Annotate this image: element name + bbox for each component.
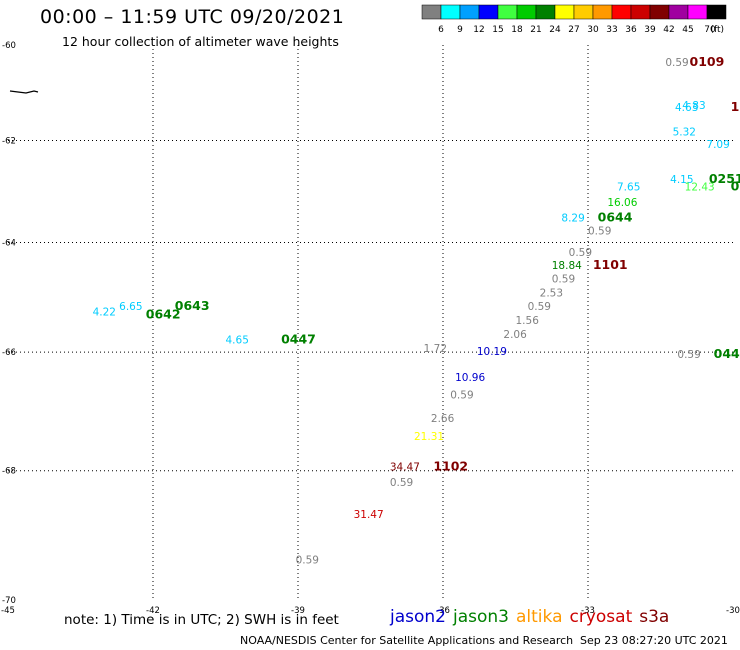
colorbar-tick-label: 39 — [644, 25, 656, 35]
wave-height-label: 4.83 — [682, 100, 705, 112]
legend-entry-s3a: s3a — [639, 607, 670, 627]
lon-tick-label: -30 — [726, 606, 740, 616]
colorbar-swatch — [706, 4, 727, 20]
pass-time-label: 0643 — [175, 298, 210, 313]
wave-height-label: 4.63 — [675, 102, 698, 114]
wave-height-label: 0.59 — [569, 247, 592, 259]
colorbar-tick-label: 9 — [457, 25, 463, 35]
wave-height-label: 0.59 — [390, 477, 413, 489]
colorbar-tick-label: 30 — [587, 25, 599, 35]
pass-time-label: 1102 — [433, 459, 468, 474]
pass-time-label: 0109 — [690, 54, 725, 69]
satellite-legend: jason2 jason3 altika cryosat s3a — [390, 607, 676, 627]
lat-tick-label: -62 — [2, 137, 16, 147]
colorbar-tick-label: 15 — [492, 25, 503, 35]
wave-height-label: 12.43 — [685, 182, 715, 194]
pass-time-label: 0642 — [146, 306, 181, 321]
wave-height-label: 16.06 — [607, 197, 637, 209]
wave-height-label: 0.59 — [296, 554, 319, 566]
wave-height-label: 21.31 — [414, 431, 444, 443]
wave-height-label: 5.32 — [673, 127, 696, 139]
wave-height-label: 10.96 — [455, 372, 485, 384]
pass-time-label: 0447 — [281, 332, 316, 347]
wave-height-label: 34.47 — [390, 462, 420, 474]
lon-tick-label: -45 — [1, 606, 15, 616]
wave-height-label: 31.47 — [354, 509, 384, 521]
wave-height-label: 1.72 — [424, 343, 447, 355]
wave-height-label: 7.09 — [706, 139, 729, 151]
wave-height-label: 0.59 — [450, 389, 473, 401]
wave-height-label: 2.06 — [503, 329, 527, 341]
lat-tick-label: -68 — [2, 467, 16, 477]
lat-tick-label: -60 — [2, 41, 16, 51]
pass-time-label: 0644 — [598, 210, 633, 225]
colorbar-tick-label: 18 — [511, 25, 523, 35]
pass-time-label: 11 — [731, 99, 740, 114]
map-title: 00:00 – 11:59 UTC 09/20/2021 — [40, 6, 345, 28]
colorbar-tick-label: 24 — [549, 25, 561, 35]
colorbar-tick-label: 12 — [473, 25, 484, 35]
wave-height-label: 2.53 — [540, 287, 563, 299]
wave-height-label: 4.22 — [93, 307, 116, 319]
pass-time-label: 0 — [731, 179, 740, 194]
legend-entry-altika: altika — [516, 607, 563, 627]
timestamp: Sep 23 08:27:20 UTC 2021 — [580, 634, 728, 647]
colorbar-tick-label: 6 — [438, 25, 444, 35]
colorbar-tick-label: 36 — [625, 25, 637, 35]
wave-height-label: 0.59 — [552, 274, 575, 286]
wave-height-label: 7.65 — [617, 182, 640, 194]
lat-tick-label: -66 — [2, 348, 16, 358]
lat-tick-label: -70 — [2, 596, 16, 606]
colorbar-tick-label: 27 — [568, 25, 579, 35]
colorbar-tick-label: 33 — [606, 25, 617, 35]
legend-entry-cryosat: cryosat — [569, 607, 633, 627]
wave-height-label: 10.19 — [477, 346, 507, 358]
credit-line: NOAA/NESDIS Center for Satellite Applica… — [240, 634, 574, 647]
wave-height-label: 0.59 — [677, 349, 700, 361]
legend-entry-jason3: jason3 — [453, 607, 509, 627]
wave-height-label: 0.59 — [528, 301, 551, 313]
island-coastline — [9, 90, 39, 94]
lon-tick-label: -39 — [291, 606, 305, 616]
footer-note: note: 1) Time is in UTC; 2) SWH is in fe… — [64, 612, 339, 628]
lat-tick-label: -64 — [2, 239, 16, 249]
colorbar-unit-label: (ft) — [710, 25, 724, 35]
wave-height-label: 4.15 — [670, 174, 693, 186]
map-subtitle: 12 hour collection of altimeter wave hei… — [62, 34, 339, 49]
wave-height-label: 1.56 — [516, 315, 540, 327]
wave-height-label: 2.66 — [431, 413, 455, 425]
color-scale-bar: 6 9 12 15 18 21 24 27 30 33 36 39 42 45 70(ft) — [421, 4, 727, 35]
pass-time-label: 0251 — [709, 171, 740, 186]
legend-entry-jason2: jason2 — [390, 607, 446, 627]
wave-height-label: 0.59 — [665, 57, 688, 69]
lon-tick-label: -36 — [436, 606, 450, 616]
wave-height-label: 18.84 — [552, 260, 582, 272]
wave-height-label: 0.59 — [588, 226, 611, 238]
pass-time-label: 0448 — [714, 346, 740, 361]
colorbar-tick-label: 70 — [704, 25, 716, 35]
pass-time-label: 1101 — [593, 257, 628, 272]
lon-tick-label: -33 — [581, 606, 595, 616]
wave-height-label: 8.29 — [561, 213, 584, 225]
wave-height-label: 6.65 — [119, 301, 142, 313]
colorbar-tick-label: 21 — [530, 25, 541, 35]
colorbar-tick-label: 42 — [663, 25, 674, 35]
wave-height-label: 4.65 — [226, 335, 249, 347]
colorbar-tick-label: 45 — [682, 25, 693, 35]
lon-tick-label: -42 — [146, 606, 160, 616]
